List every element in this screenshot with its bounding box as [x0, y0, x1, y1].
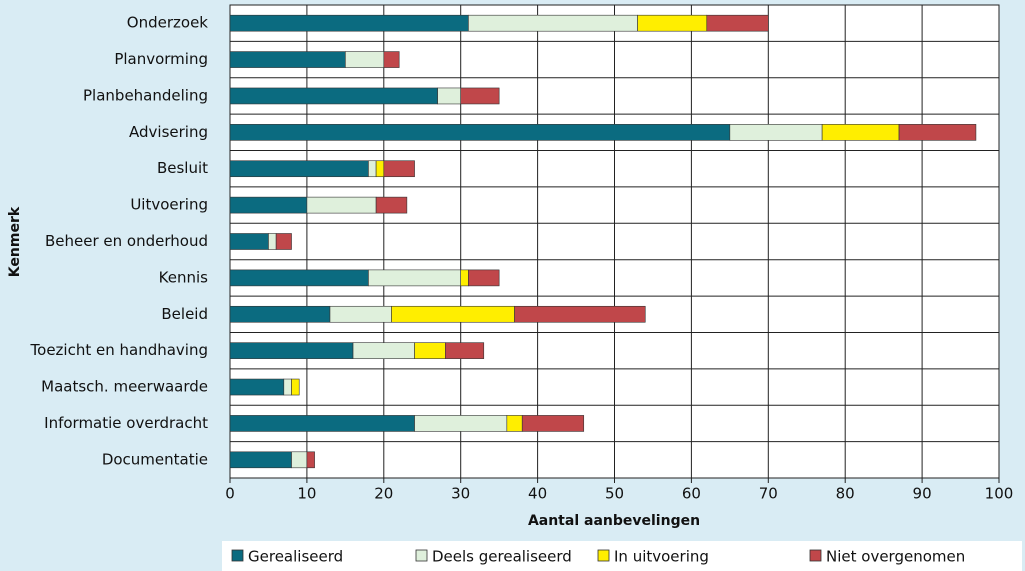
bar-segment — [460, 269, 469, 287]
bar-segment — [229, 342, 354, 359]
bar-segment — [514, 305, 646, 323]
x-tick-label: 20 — [374, 485, 393, 503]
bar-segment — [706, 14, 769, 32]
bar-segment — [229, 124, 731, 141]
bar-segment — [229, 451, 292, 469]
x-tick-label: 80 — [836, 485, 855, 503]
bar-segment — [375, 196, 408, 214]
bar-segment — [437, 87, 462, 105]
x-axis-title: Aantal aanbevelingen — [528, 513, 700, 529]
bar-segment — [229, 269, 369, 287]
bar-segment — [506, 415, 523, 432]
bar-segment — [383, 51, 400, 68]
legend-label: Deels gerealiseerd — [432, 548, 572, 566]
y-tick-label: Beleid — [161, 305, 208, 323]
legend-box — [222, 541, 1022, 571]
legend-swatch — [597, 549, 610, 562]
bar-segment — [383, 160, 415, 178]
x-tick-label: 50 — [605, 485, 624, 503]
bar-segment — [306, 451, 315, 469]
y-tick-label: Besluit — [157, 159, 208, 177]
legend-swatch — [415, 549, 428, 562]
bar-segment — [229, 415, 415, 432]
x-tick-label: 0 — [225, 485, 235, 503]
bar-segment — [229, 305, 331, 323]
y-axis-title: Kenmerk — [7, 206, 23, 277]
bar-segment — [729, 124, 823, 141]
x-tick-label: 90 — [913, 485, 932, 503]
y-tick-label: Informatie overdracht — [44, 414, 208, 432]
y-tick-label: Maatsch. meerwaarde — [41, 378, 208, 396]
bar-segment — [521, 415, 585, 432]
bar-segment — [275, 233, 292, 250]
bar-segment — [283, 378, 292, 396]
y-tick-label: Documentatie — [102, 450, 208, 468]
y-tick-label: Beheer en onderhoud — [45, 232, 208, 250]
legend-label: Niet overgenomen — [826, 548, 965, 566]
bar-segment — [229, 87, 438, 105]
bar-segment — [414, 415, 508, 432]
bar-segment — [229, 14, 469, 32]
y-tick-label: Advisering — [129, 123, 208, 141]
y-tick-label: Kennis — [159, 268, 208, 286]
legend-label: In uitvoering — [614, 548, 709, 566]
bar-segment — [821, 124, 900, 141]
bar-segment — [468, 269, 500, 287]
y-tick-label: Onderzoek — [127, 14, 209, 32]
bar-segment — [229, 196, 308, 214]
bar-segment — [898, 124, 977, 141]
bar-segment — [229, 51, 346, 68]
x-tick-label: 10 — [297, 485, 316, 503]
y-tick-label: Planvorming — [114, 50, 208, 68]
bar-segment — [352, 342, 415, 359]
bar-segment — [291, 451, 308, 469]
bar-segment — [229, 160, 369, 178]
bar-segment — [375, 160, 385, 178]
bar-segment — [329, 305, 392, 323]
x-tick-label: 60 — [682, 485, 701, 503]
bar-segment — [291, 378, 300, 396]
bar-segment — [368, 160, 377, 178]
y-tick-label: Planbehandeling — [83, 86, 208, 104]
bar-segment — [306, 196, 377, 214]
bar-segment — [345, 51, 385, 68]
bar-segment — [460, 87, 500, 105]
x-tick-label: 40 — [528, 485, 547, 503]
bar-segment — [229, 233, 269, 250]
y-tick-label: Toezicht en handhaving — [30, 341, 208, 359]
bar-segment — [414, 342, 446, 359]
x-tick-label: 30 — [451, 485, 470, 503]
x-tick-label: 70 — [759, 485, 778, 503]
bar-segment — [445, 342, 485, 359]
legend-swatch — [231, 549, 244, 562]
bar-segment — [229, 378, 285, 396]
bar-segment — [268, 233, 277, 250]
bar-segment — [368, 269, 462, 287]
legend-label: Gerealiseerd — [248, 548, 343, 566]
bar-segment — [468, 14, 638, 32]
y-tick-label: Uitvoering — [130, 196, 208, 214]
bar-segment — [637, 14, 708, 32]
bar-segment — [391, 305, 515, 323]
x-tick-label: 100 — [985, 485, 1014, 503]
legend-swatch — [809, 549, 822, 562]
